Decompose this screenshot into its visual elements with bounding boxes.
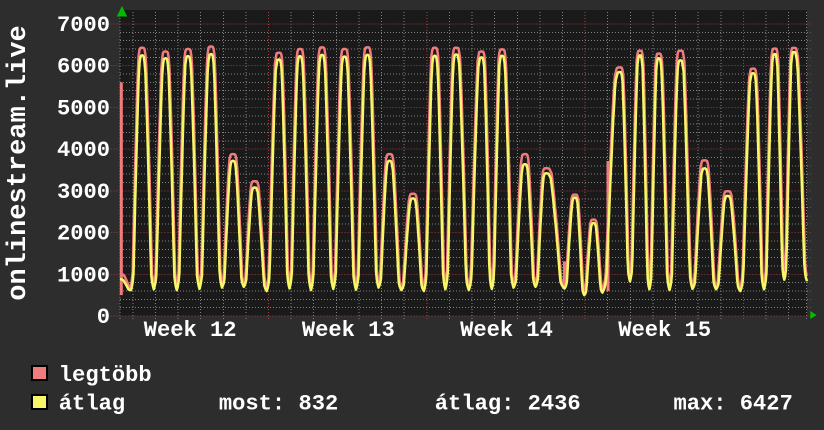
svg-text:Week 13: Week 13 xyxy=(302,318,395,343)
svg-text:1000: 1000 xyxy=(57,263,110,288)
svg-text:legtöbb: legtöbb xyxy=(59,363,152,388)
svg-text:2000: 2000 xyxy=(57,222,110,247)
svg-text:5000: 5000 xyxy=(57,96,110,121)
svg-text:4000: 4000 xyxy=(57,138,110,163)
svg-text:átlag: 2436: átlag: 2436 xyxy=(435,392,581,417)
svg-text:Week 12: Week 12 xyxy=(144,318,237,343)
svg-text:onlinestream.live: onlinestream.live xyxy=(4,25,34,300)
svg-text:0: 0 xyxy=(97,305,110,330)
svg-text:6000: 6000 xyxy=(57,55,110,80)
svg-text:átlag: átlag xyxy=(59,392,125,417)
svg-text:Week 14: Week 14 xyxy=(460,318,553,343)
svg-text:most: 832: most: 832 xyxy=(219,392,338,417)
svg-text:max: 6427: max: 6427 xyxy=(674,392,793,417)
svg-text:3000: 3000 xyxy=(57,180,110,205)
svg-text:Week 15: Week 15 xyxy=(618,318,711,343)
svg-text:7000: 7000 xyxy=(57,13,110,38)
